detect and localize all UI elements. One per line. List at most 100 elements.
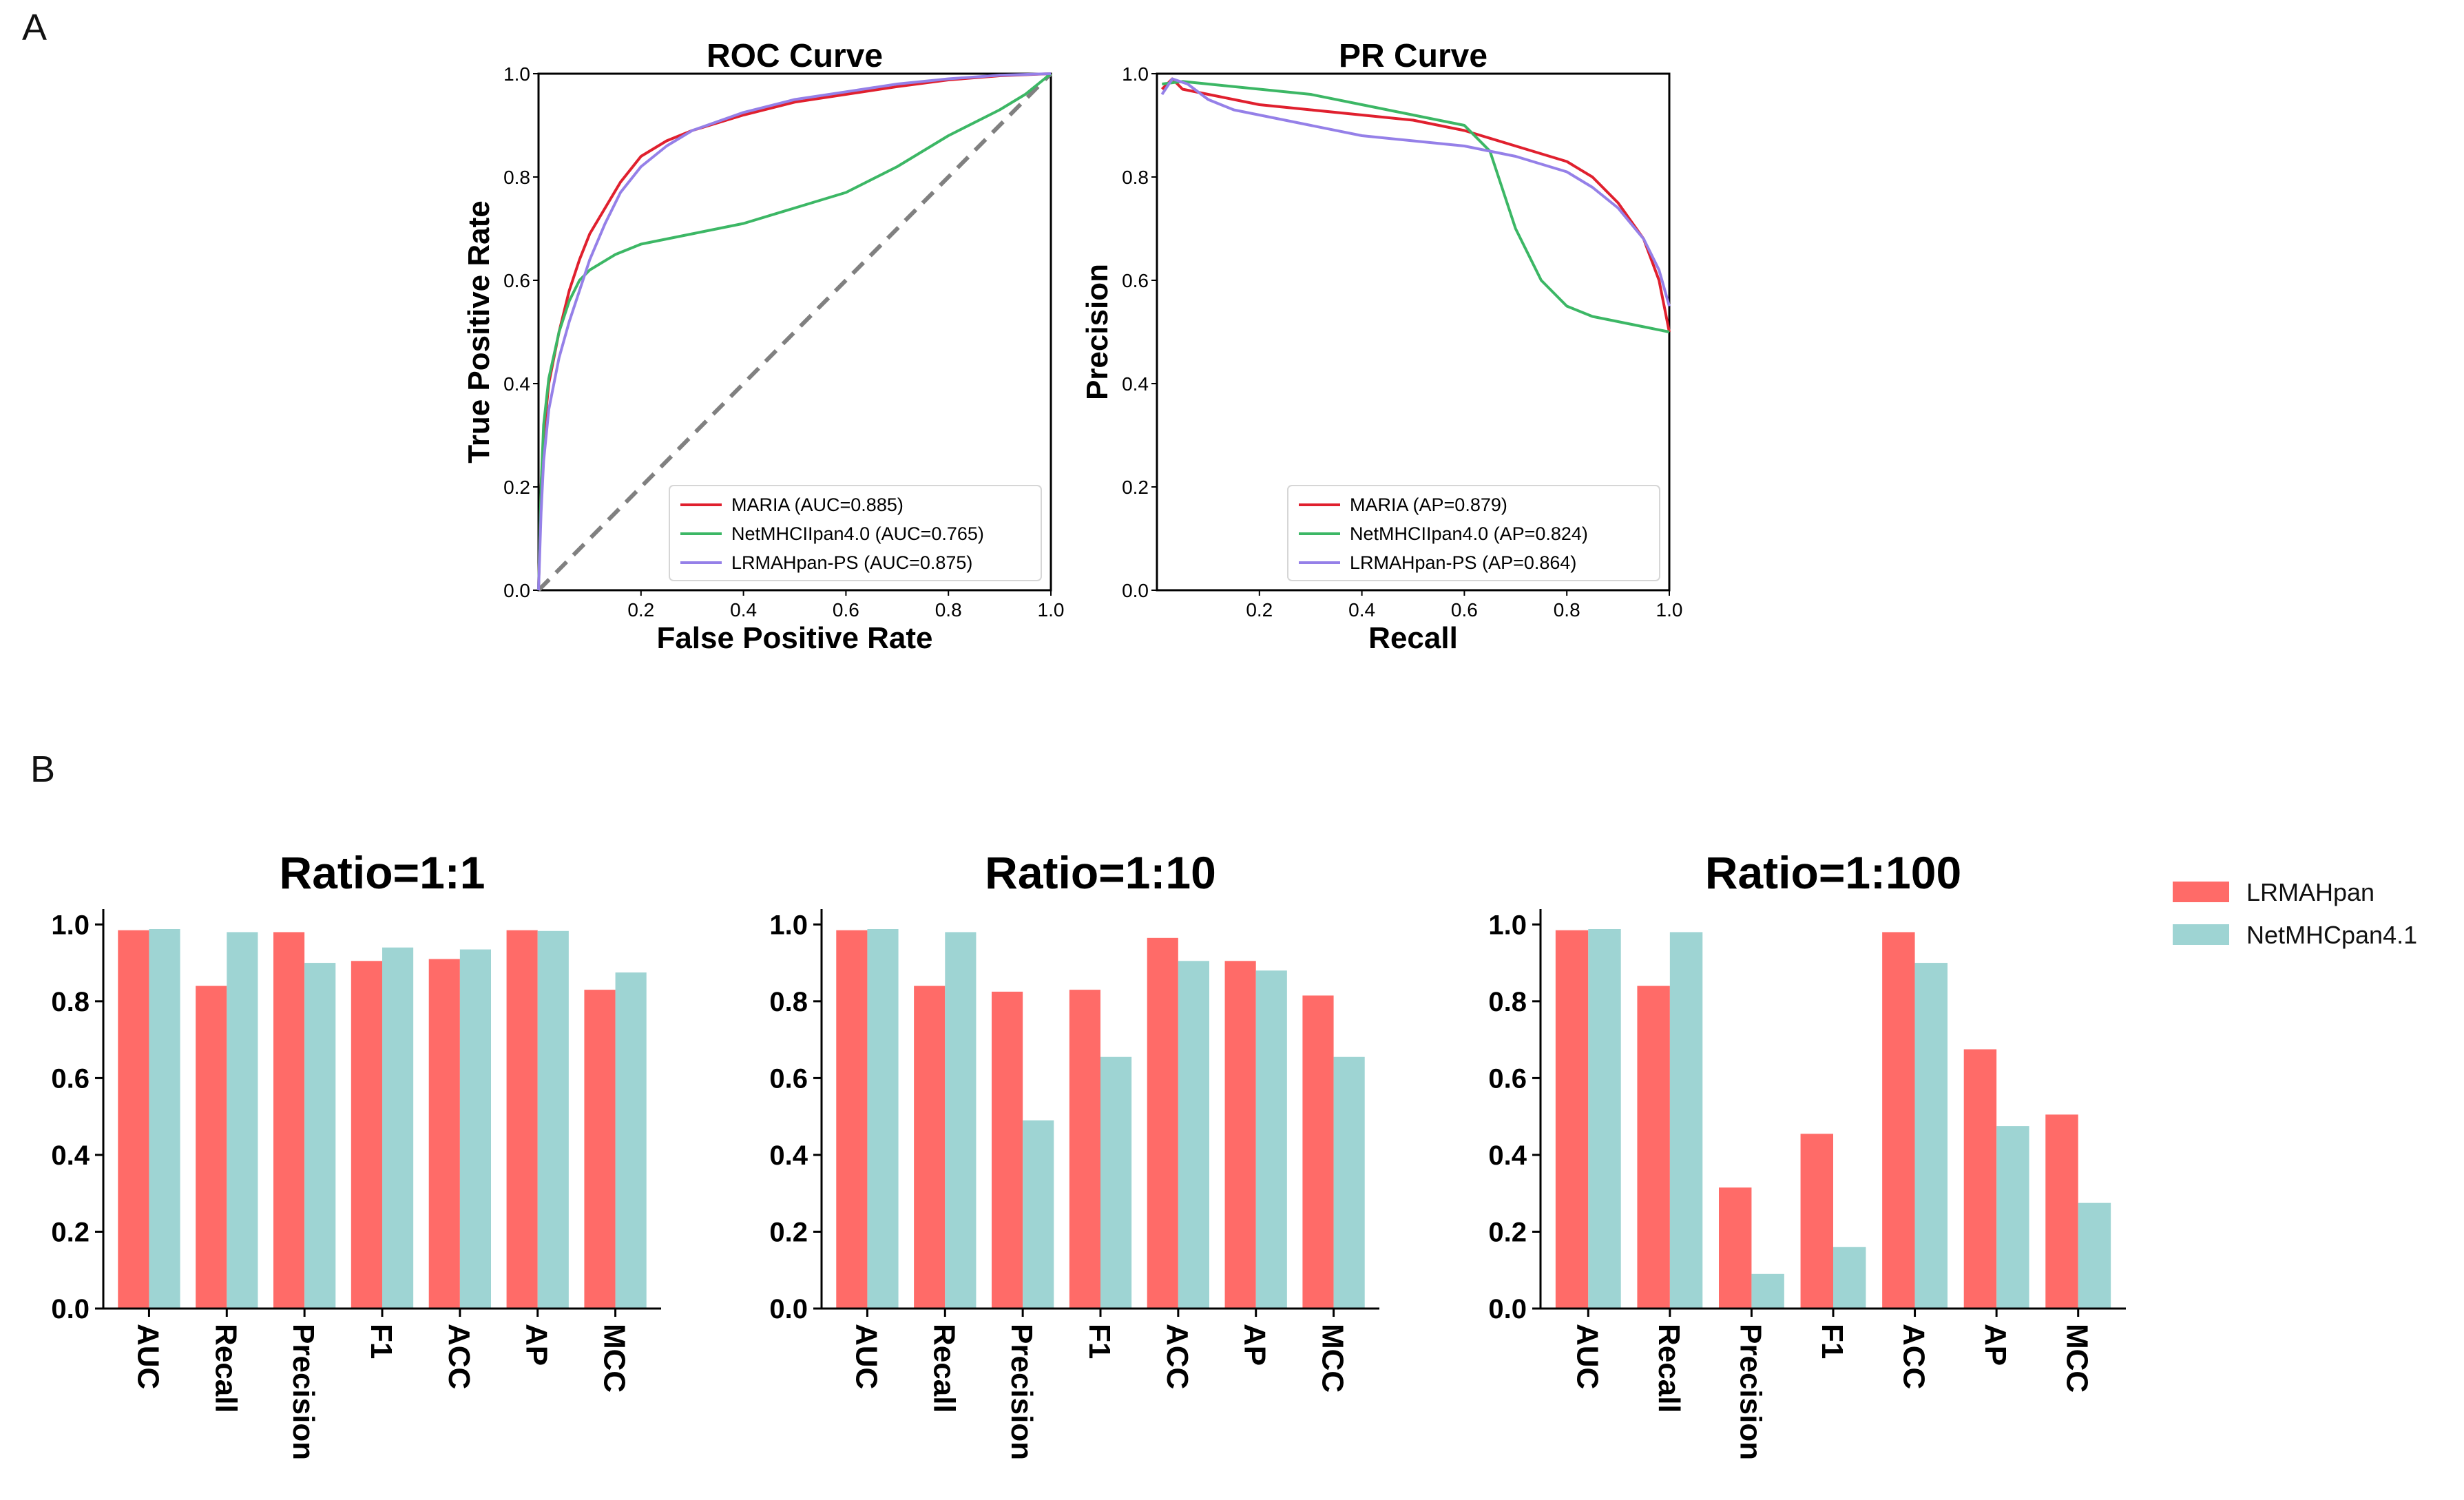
bar-netmhcpan4-1-f1	[1100, 1056, 1132, 1309]
x-tick-label: Precision	[1733, 1324, 1767, 1460]
panel-label-b: B	[30, 749, 55, 790]
y-tick-label: 0.8	[51, 987, 90, 1017]
y-tick-label: 0.0	[51, 1294, 90, 1324]
legend-label-1: NetMHCIIpan4.0 (AUC=0.765)	[731, 523, 984, 544]
bar-lrmahpan-acc	[428, 959, 460, 1309]
y-axis-label: True Positive Rate	[462, 200, 496, 463]
chart-title: Ratio=1:10	[985, 847, 1216, 898]
bar-netmhcpan4-1-recall	[1669, 932, 1703, 1309]
bar-lrmahpan-f1	[351, 961, 382, 1309]
bar-lrmahpan-f1	[1800, 1134, 1833, 1309]
bar-netmhcpan4-1-acc	[459, 949, 491, 1309]
bar-netmhcpan4-1-ap	[1255, 970, 1287, 1309]
y-tick-label: 0.8	[503, 167, 530, 188]
legend-swatch-0	[2173, 882, 2229, 902]
x-tick-label: Precision	[286, 1324, 320, 1460]
bar-lrmahpan-mcc	[584, 990, 616, 1309]
x-tick-label: 1.0	[1038, 599, 1065, 621]
legend-swatch-1	[2173, 924, 2229, 945]
bar-netmhcpan4-1-auc	[867, 929, 899, 1309]
series-line-1	[1162, 80, 1670, 333]
legend-label-0: MARIA (AUC=0.885)	[731, 494, 904, 515]
y-tick-label: 0.6	[51, 1063, 90, 1094]
y-tick-label: 0.2	[503, 477, 530, 498]
y-tick-label: 0.6	[1488, 1063, 1527, 1094]
y-tick-label: 0.2	[769, 1217, 808, 1247]
bar-lrmahpan-precision	[1719, 1187, 1752, 1309]
x-tick-label: ACC	[1160, 1324, 1194, 1389]
bar-netmhcpan4-1-auc	[149, 929, 180, 1309]
bar-lrmahpan-recall	[1637, 986, 1670, 1309]
y-tick-label: 0.4	[1488, 1140, 1527, 1171]
chart-title: ROC Curve	[707, 38, 883, 74]
x-tick-label: 0.6	[1451, 599, 1478, 621]
bar-netmhcpan4-1-recall	[945, 932, 977, 1309]
chance-diagonal-line	[536, 72, 1053, 592]
x-tick-label: Precision	[1005, 1324, 1038, 1460]
y-tick-label: 1.0	[1488, 910, 1527, 940]
y-tick-label: 0.4	[503, 373, 530, 395]
x-tick-label: MCC	[2060, 1324, 2094, 1393]
y-tick-label: 0.2	[51, 1217, 90, 1247]
bar-lrmahpan-acc	[1147, 937, 1178, 1309]
y-tick-label: 0.0	[769, 1294, 808, 1324]
legend-label-1: NetMHCIIpan4.0 (AP=0.824)	[1350, 523, 1588, 544]
bar-netmhcpan4-1-acc	[1914, 963, 1948, 1309]
bar-lrmahpan-f1	[1069, 990, 1100, 1309]
x-tick-label: 0.2	[1246, 599, 1273, 621]
chart-title: Ratio=1:1	[280, 847, 486, 898]
bar-netmhcpan4-1-mcc	[2078, 1202, 2111, 1309]
ratio-1-100-bar-chart: Ratio=1:100 0.0 0.2 0.4 0.6 0.8 1.0 AUC Recall Pr…	[1488, 847, 2126, 1460]
legend-label-0: LRMAHpan	[2246, 878, 2374, 906]
pr-chart: PR Curve 0.2 0.4 0.6 0.8 1.0 0.0 0.2 0.4 0.6 0.8 1.…	[1080, 38, 1682, 655]
x-tick-label: Recall	[927, 1324, 961, 1413]
x-tick-label: 0.2	[627, 599, 654, 621]
legend-label-2: LRMAHpan-PS (AUC=0.875)	[731, 552, 972, 573]
y-tick-label: 0.0	[1122, 580, 1149, 601]
roc-chart: ROC Curve 0.2 0.4 0.6 0.8 1.0 0.0 0.2 0.4 0.6 0.8 1…	[462, 38, 1064, 655]
legend-box	[1287, 485, 1660, 581]
y-tick-label: 0.0	[503, 580, 530, 601]
bar-lrmahpan-ap	[506, 930, 538, 1309]
x-tick-label: MCC	[1316, 1324, 1350, 1393]
x-tick-label: AUC	[1570, 1324, 1604, 1389]
legend-label-0: MARIA (AP=0.879)	[1350, 494, 1507, 515]
x-tick-label: ACC	[442, 1324, 476, 1389]
series-line-2	[1160, 77, 1671, 307]
y-tick-label: 0.4	[1122, 373, 1149, 395]
ratio-1-10-bar-chart: Ratio=1:10 0.0 0.2 0.4 0.6 0.8 1.0 AUC Recall Pre…	[769, 847, 1379, 1460]
y-tick-label: 0.8	[1488, 987, 1527, 1017]
y-axis-label: Precision	[1080, 264, 1114, 400]
legend-box	[669, 485, 1042, 581]
bar-lrmahpan-auc	[1555, 930, 1589, 1309]
bar-lrmahpan-auc	[836, 930, 868, 1309]
legend-label-2: LRMAHpan-PS (AP=0.864)	[1350, 552, 1576, 573]
x-tick-label: 0.4	[730, 599, 757, 621]
x-tick-label: MCC	[598, 1324, 631, 1393]
y-tick-label: 1.0	[1122, 63, 1149, 85]
bar-lrmahpan-mcc	[2045, 1114, 2078, 1309]
bar-netmhcpan4-1-precision	[1023, 1120, 1054, 1309]
x-tick-label: AUC	[849, 1324, 883, 1389]
bar-lrmahpan-recall	[914, 986, 946, 1309]
y-tick-label: 1.0	[769, 910, 808, 940]
bar-netmhcpan4-1-acc	[1178, 961, 1209, 1309]
x-tick-label: 0.6	[833, 599, 859, 621]
y-tick-label: 0.6	[503, 270, 530, 291]
bar-netmhcpan4-1-mcc	[615, 972, 647, 1309]
y-tick-label: 0.6	[1122, 270, 1149, 291]
bar-netmhcpan4-1-recall	[227, 932, 258, 1309]
y-tick-label: 0.2	[1122, 477, 1149, 498]
x-axis-label: Recall	[1368, 621, 1458, 655]
ratio-1-1-bar-chart: Ratio=1:1 0.0 0.2 0.4 0.6 0.8 1.0 AUC Recall Prec…	[51, 847, 661, 1460]
x-tick-label: Recall	[209, 1324, 242, 1413]
x-tick-label: AP	[1978, 1324, 2012, 1366]
bar-netmhcpan4-1-precision	[304, 963, 336, 1309]
bar-netmhcpan4-1-ap	[1996, 1126, 2029, 1309]
chart-title: PR Curve	[1339, 38, 1487, 74]
x-tick-label: 1.0	[1656, 599, 1683, 621]
bar-lrmahpan-recall	[196, 986, 227, 1309]
bar-lrmahpan-ap	[1963, 1049, 1997, 1309]
x-tick-label: Recall	[1652, 1324, 1686, 1413]
